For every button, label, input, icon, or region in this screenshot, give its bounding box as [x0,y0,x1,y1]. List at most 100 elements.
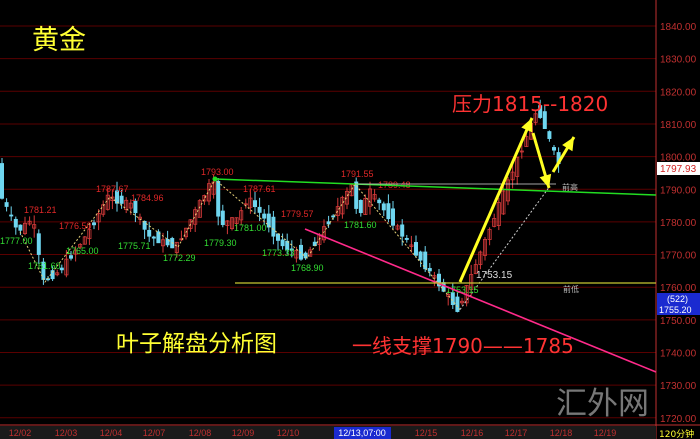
support-annotation: 一线支撑1790——1785 [352,334,574,358]
x-tick-label: 12/03 [55,428,78,438]
y-tick-label: 1740.00 [660,349,697,360]
candle-body [252,200,257,208]
y-tick-label: 1720.00 [660,414,697,425]
candle-body [487,229,492,240]
arrow-up-icon-head [562,137,574,152]
y-tick-label: 1790.00 [660,185,697,196]
candle-body [69,255,74,259]
pivot-label: 1779.30 [204,238,237,248]
pivot-label: 1772.29 [163,253,196,263]
y-tick-label: 1750.00 [660,316,697,327]
candle-body [335,206,340,216]
candle-body [363,197,368,215]
x-tick-label: 12/16 [461,428,484,438]
candle-body [413,242,418,256]
candle-body [533,113,538,123]
candle-body [0,163,4,199]
candle-body [147,229,152,237]
pivot-label: 1776.50 [59,221,92,231]
candle-body [515,156,520,177]
candle-body [234,217,239,224]
x-tick-label: 12/10 [277,428,300,438]
pivot-label: 1791.55 [341,169,374,179]
candle-body [179,238,184,241]
candle-body [349,184,354,197]
candle-body [542,111,547,129]
y-tick-label: 1780.00 [660,218,697,229]
candle-body [459,300,464,304]
candle-body [285,240,290,251]
candle-body [73,249,78,255]
candle-body [9,214,14,217]
y-tick-label: 1810.00 [660,120,697,131]
candle-body [55,272,60,276]
candle-body [64,258,69,276]
y-tick-label: 1770.00 [660,251,697,262]
candle-body [446,294,451,297]
x-tick-label: 12/08 [189,428,212,438]
x-tick-label: 12/13,07:00 [338,428,386,438]
candle-body [4,202,9,207]
candle-body [174,241,179,253]
candle-body [110,196,115,202]
candle-body [229,217,234,230]
arrow-up-icon-head [521,118,533,133]
pivot-label: 1779.57 [281,209,314,219]
candle-body [87,229,92,240]
cursor-count: (522) [667,294,688,304]
candle-body [354,181,359,209]
x-tick-label: 12/19 [594,428,617,438]
candle-body [128,202,133,209]
candle-body [78,243,83,248]
x-tick-label: 12/04 [100,428,123,438]
candle-body [239,210,244,221]
candle-body [436,273,441,287]
candle-body [193,209,198,225]
projection-line [459,185,551,310]
candle-body [409,244,414,247]
x-tick-label: 12/07 [143,428,166,438]
candle-body [432,275,437,279]
candle-body [248,197,253,208]
candle-body [404,238,409,240]
candle-body [331,215,336,218]
candle-body [183,227,188,238]
candle-body [36,233,41,255]
candle-body [225,220,230,226]
candle-body [133,200,138,214]
candle-body [280,239,285,247]
pivot-label: 1781.60 [344,220,377,230]
candle-body [92,222,97,226]
pivot-label: 1781.21 [24,205,57,215]
current-price: 1797.93 [660,164,697,175]
pivot-label: 1775.71 [118,241,151,251]
candle-body [151,236,156,239]
x-tick-label: 12/15 [415,428,438,438]
candle-body [473,264,478,275]
candle-body [142,220,147,230]
arrow-up-icon [458,117,534,283]
candle-body [308,249,313,257]
candle-body [96,213,101,223]
candle-body [27,220,32,225]
x-label-highlight [334,427,391,439]
candle-body [156,231,161,244]
y-tick-label: 1760.00 [660,283,697,294]
candle-body [496,202,501,226]
candle-body [418,251,423,261]
pivot-label: 1787.67 [96,184,129,194]
arrow-down-icon-head [539,173,552,188]
candle-body [524,136,529,148]
timeframe-label: 120分钟 [659,428,694,439]
candle-body [271,216,276,237]
chart-title: 黄金 [32,25,86,56]
pivot-label: 1768.90 [291,263,324,273]
y-tick-label: 1830.00 [660,55,697,66]
candle-body [469,274,474,291]
prev-high-label: 前高 [562,182,578,192]
candle-body [427,268,432,272]
pivot-label: 1784.96 [131,193,164,203]
pivot-label: 1753.15 [446,285,479,295]
